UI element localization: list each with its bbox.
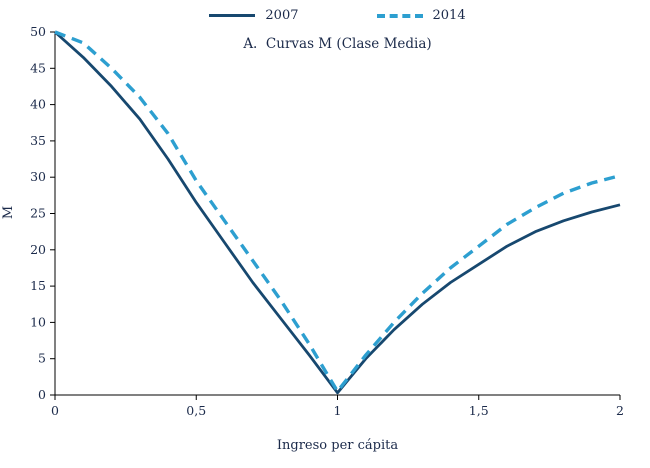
y-tick-label: 30 [30,169,46,184]
legend-label-2014: 2014 [432,8,466,23]
x-axis-title: Ingreso per cápita [276,438,399,453]
x-tick-label: 1 [334,403,342,418]
legend-label-2007: 2007 [265,8,299,23]
y-tick-label: 50 [30,24,46,39]
legend-swatch-2007-solid-line [209,14,256,17]
x-tick-label: 1,5 [469,403,489,418]
y-tick-label: 25 [30,206,46,221]
series-line-2007 [54,30,621,395]
y-tick-label: 40 [30,97,46,112]
x-tick-label: 0,5 [186,403,206,418]
legend-item-2007: 2007 [209,8,299,23]
y-tick-label: 0 [38,387,46,402]
chart-title: A. Curvas M (Clase Media) [243,36,432,52]
y-tick-label: 20 [30,242,46,257]
y-tick-label: 5 [38,351,46,366]
y-tick-label: 15 [30,278,46,293]
y-tick-label: 10 [30,314,46,329]
legend-swatch-2014-dashed-line [376,13,423,18]
y-tick-label: 45 [30,60,46,75]
y-tick-label: 35 [30,133,46,148]
series-line-2014 [54,30,621,394]
legend: 2007 2014 [55,8,620,23]
x-tick-label: 2 [616,403,624,418]
x-tick-label: 0 [51,403,59,418]
legend-item-2014: 2014 [376,8,466,23]
